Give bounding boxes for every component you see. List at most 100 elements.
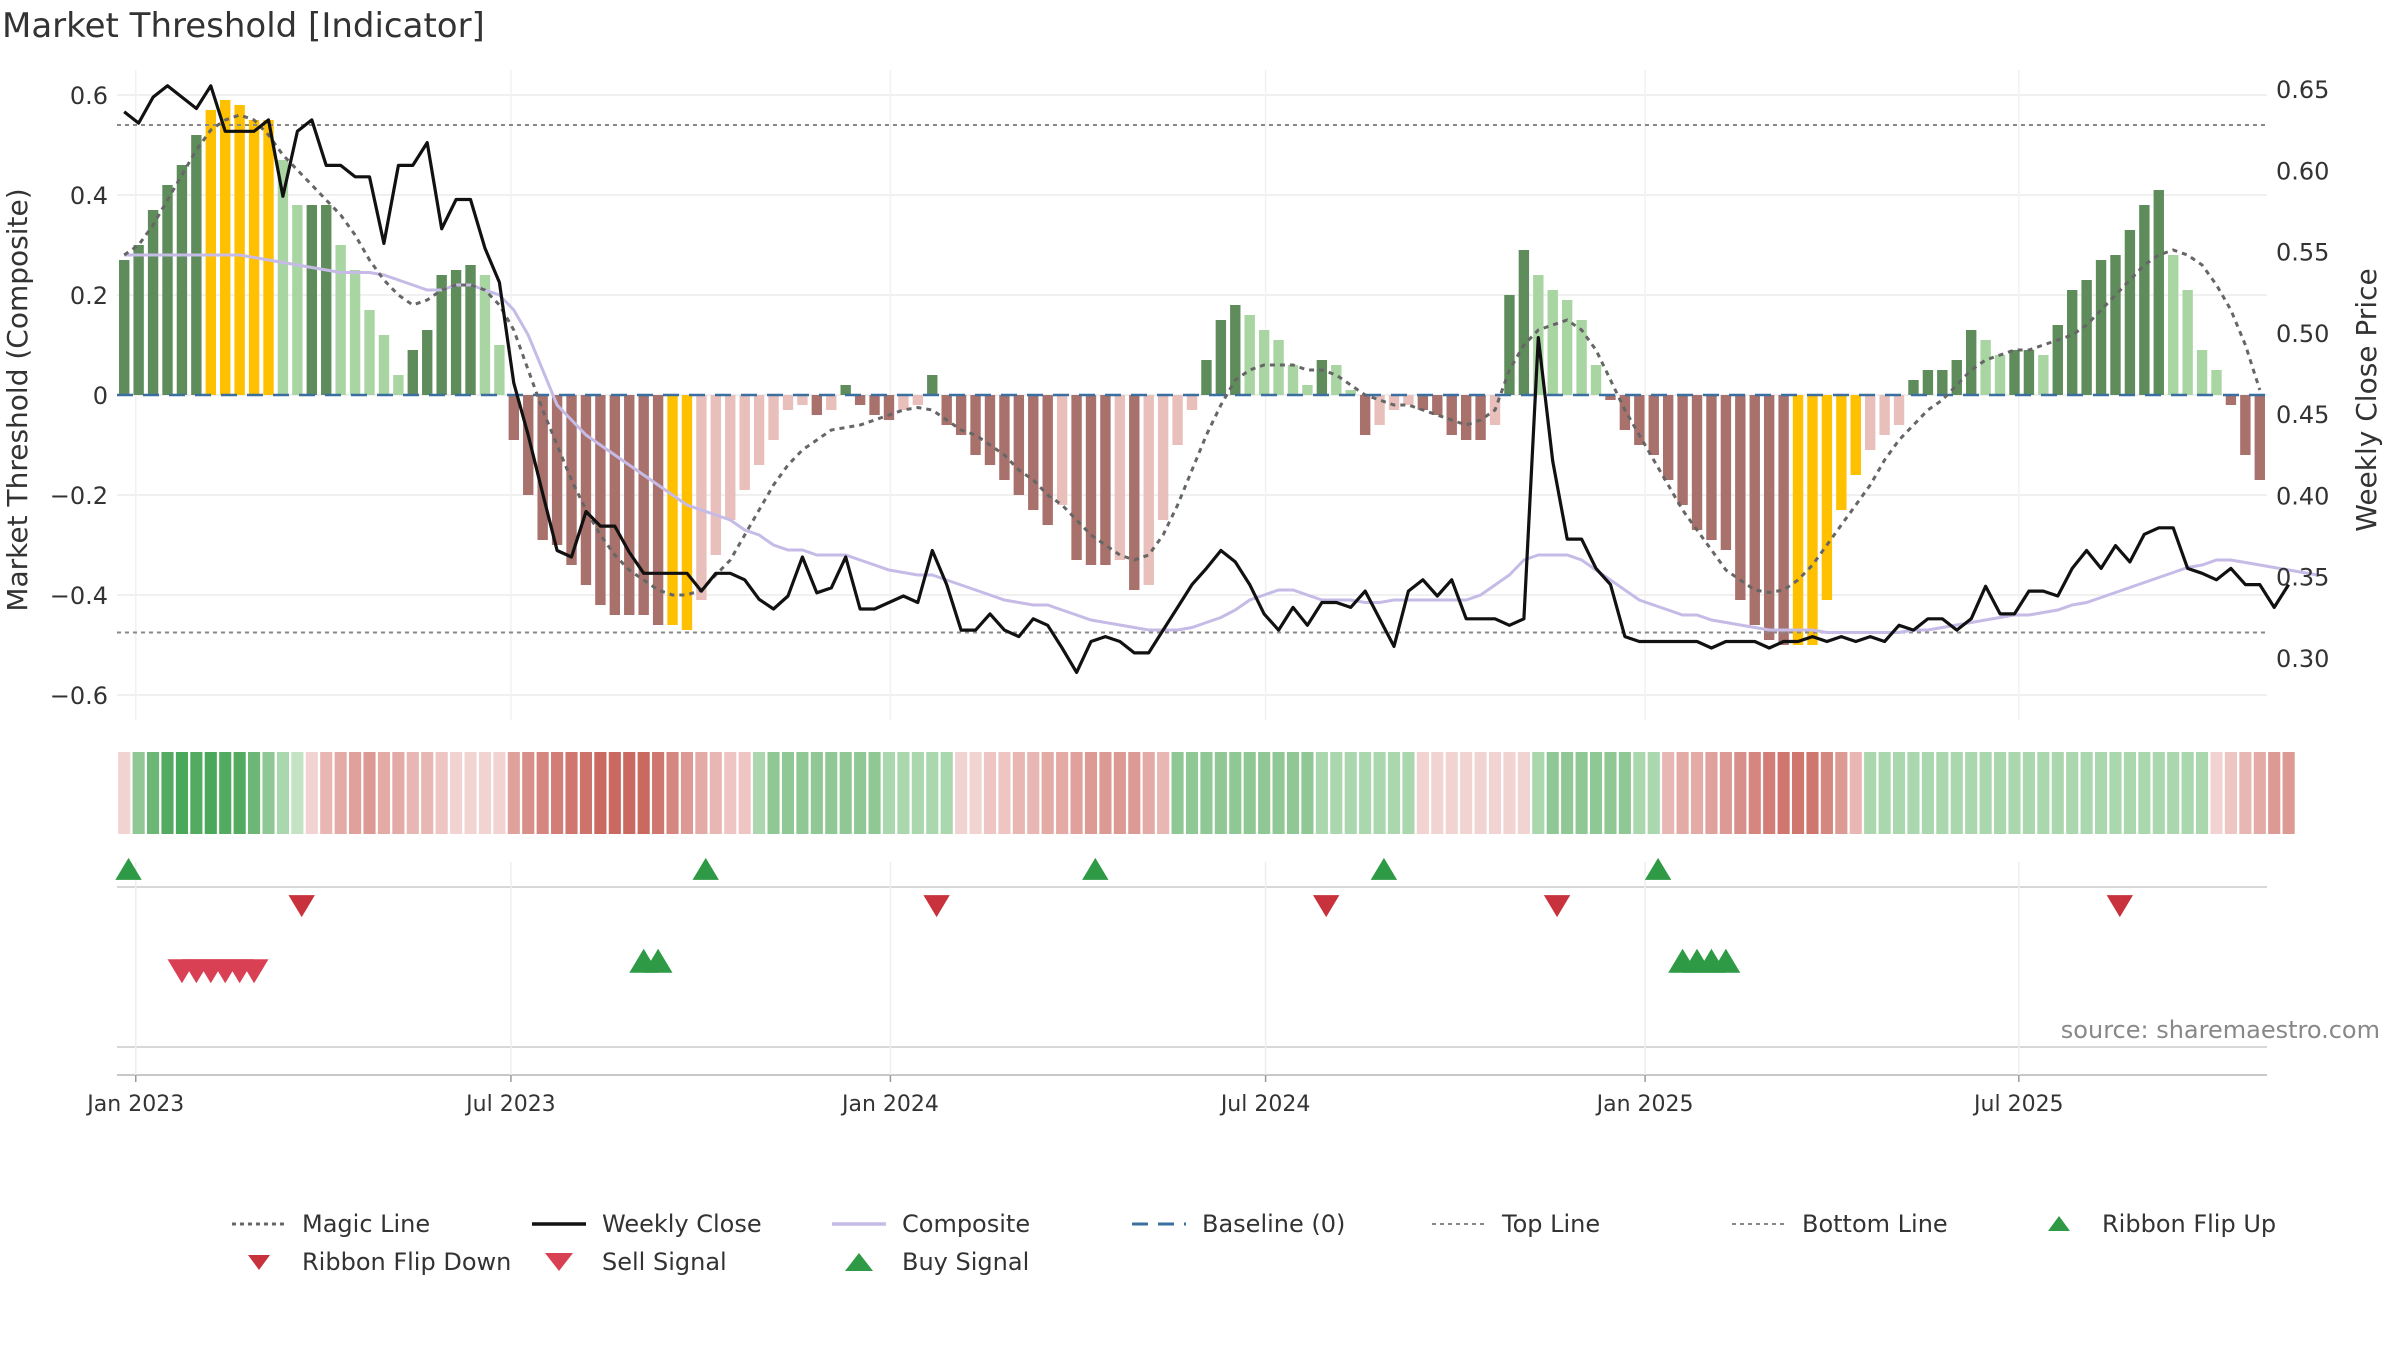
ribbon-cell bbox=[276, 752, 289, 834]
y-tick-label-right: 0.60 bbox=[2276, 157, 2329, 185]
composite-bar bbox=[2196, 350, 2208, 395]
ribbon-cell bbox=[652, 752, 665, 834]
composite-bar bbox=[119, 260, 130, 395]
ribbon-flip-down-marker bbox=[288, 895, 315, 918]
composite-bar bbox=[2067, 290, 2078, 395]
signal-rows bbox=[115, 857, 2267, 1076]
ribbon-cell bbox=[1171, 752, 1184, 834]
ribbon-cell bbox=[1561, 752, 1574, 834]
ribbon-flip-up-marker bbox=[115, 857, 142, 880]
y-tick-label-right: 0.65 bbox=[2276, 76, 2329, 104]
legend-composite: Composite bbox=[830, 1210, 1130, 1238]
ribbon-cell bbox=[1835, 752, 1848, 834]
ribbon-cell bbox=[551, 752, 564, 834]
axes: 0.6 0.4 0.2 0 −0.2 −0.4 −0.6 0.65 0.60 0.55 0.50 0.… bbox=[1, 76, 2383, 710]
composite-bar bbox=[912, 395, 924, 405]
composite-bar bbox=[1215, 320, 1227, 395]
legend-label: Buy Signal bbox=[902, 1248, 1030, 1276]
ribbon-cell bbox=[2268, 752, 2281, 834]
composite-bar bbox=[147, 210, 159, 395]
composite-bars bbox=[119, 100, 2265, 645]
legend-sell-signal: Sell Signal bbox=[530, 1248, 830, 1276]
ribbon-cell bbox=[478, 752, 492, 834]
composite-bar bbox=[854, 395, 866, 405]
ribbon-cell bbox=[854, 752, 867, 834]
ribbon-cell bbox=[2196, 752, 2209, 834]
composite-bar bbox=[1879, 395, 1890, 435]
x-tick-label: Jan 2025 bbox=[1595, 1092, 1694, 1117]
composite-bar bbox=[2052, 325, 2063, 395]
composite-bar bbox=[984, 395, 996, 465]
composite-bar bbox=[2182, 290, 2193, 395]
y-tick-label-left: 0 bbox=[93, 382, 108, 410]
ribbon-cell bbox=[767, 752, 780, 834]
composite-bar bbox=[1143, 395, 1154, 585]
ribbon-cell bbox=[536, 752, 549, 834]
ribbon-cell bbox=[450, 752, 463, 834]
ribbon-cell bbox=[219, 752, 232, 834]
ribbon-cell bbox=[579, 752, 593, 834]
ribbon-cell bbox=[2080, 752, 2093, 834]
composite-bar bbox=[537, 395, 548, 540]
ribbon-cell bbox=[969, 752, 982, 834]
ribbon-cell bbox=[955, 752, 968, 834]
ribbon-cell bbox=[1950, 752, 1963, 834]
legend: Magic Line Weekly Close Composite Baseli… bbox=[230, 1205, 2330, 1281]
ribbon-cell bbox=[1315, 752, 1328, 834]
ribbon-cell bbox=[709, 752, 722, 834]
ribbon-cell bbox=[507, 752, 520, 834]
y-tick-label-left: 0.2 bbox=[70, 282, 108, 310]
composite-bar bbox=[292, 205, 303, 395]
ribbon-cell bbox=[2123, 752, 2136, 834]
ribbon-flip-up-marker bbox=[1370, 857, 1398, 880]
composite-bar bbox=[955, 395, 967, 435]
ribbon-cell bbox=[608, 752, 621, 834]
ribbon-cell bbox=[781, 752, 795, 834]
composite-bar bbox=[624, 395, 635, 615]
legend-label: Ribbon Flip Up bbox=[2102, 1210, 2277, 1238]
composite-bar bbox=[1893, 395, 1905, 425]
composite-bar bbox=[1720, 395, 1732, 550]
composite-bar bbox=[1244, 315, 1255, 395]
composite-bar bbox=[1042, 395, 1053, 525]
ribbon-cell bbox=[1734, 752, 1747, 834]
composite-bar bbox=[1677, 395, 1688, 505]
ribbon-cell bbox=[1878, 752, 1891, 834]
dashed-line-icon bbox=[1132, 1222, 1186, 1226]
composite-bar bbox=[1114, 395, 1126, 560]
ribbon-cell bbox=[1157, 752, 1170, 834]
composite-bar bbox=[1157, 395, 1169, 520]
ribbon-cell bbox=[998, 752, 1011, 834]
ribbon-cell bbox=[796, 752, 809, 834]
composite-bar bbox=[1085, 395, 1097, 565]
ribbon-cell bbox=[1546, 752, 1559, 834]
ribbon-cell bbox=[1344, 752, 1357, 834]
ribbon-cell bbox=[190, 752, 203, 834]
ribbon-cell bbox=[320, 752, 333, 834]
ribbon-cell bbox=[1460, 752, 1473, 834]
legend-bottom-line: Bottom Line bbox=[1730, 1210, 2030, 1238]
composite-bar bbox=[667, 395, 678, 625]
composite-bar bbox=[1634, 395, 1645, 445]
ribbon-cell bbox=[1979, 752, 1992, 834]
legend-label: Ribbon Flip Down bbox=[302, 1248, 512, 1276]
ribbon-cell bbox=[1936, 752, 1949, 834]
ribbon-cell bbox=[1892, 752, 1906, 834]
x-tick-label: Jul 2024 bbox=[1219, 1092, 1311, 1117]
ribbon-cell bbox=[2022, 752, 2035, 834]
composite-bar bbox=[1359, 395, 1371, 435]
ribbon-cell bbox=[1113, 752, 1126, 834]
composite-bar bbox=[2211, 370, 2222, 395]
ribbon-cell bbox=[1027, 752, 1040, 834]
legend-label: Sell Signal bbox=[602, 1248, 727, 1276]
ribbon-cell bbox=[1359, 752, 1372, 834]
composite-bar bbox=[234, 105, 245, 395]
ribbon-cell bbox=[435, 752, 448, 834]
triangle-down-icon bbox=[545, 1253, 573, 1271]
ribbon-cell bbox=[1662, 752, 1675, 834]
ribbon-cell bbox=[1258, 752, 1271, 834]
dotted-line-icon bbox=[1432, 1223, 1486, 1225]
ribbon-cell bbox=[406, 752, 419, 834]
ribbon-cell bbox=[1185, 752, 1199, 834]
ribbon-cell bbox=[1200, 752, 1213, 834]
